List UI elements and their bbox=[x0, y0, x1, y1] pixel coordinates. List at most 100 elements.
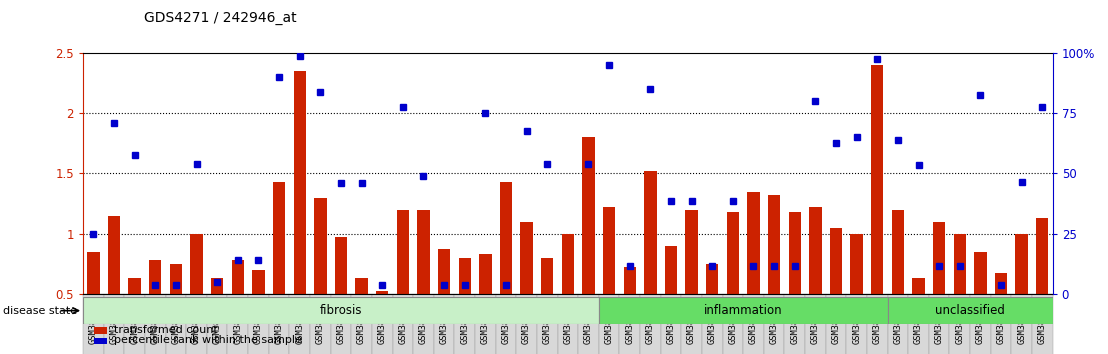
Bar bbox=[784, 294, 806, 354]
Bar bbox=[165, 294, 186, 354]
Bar bbox=[640, 294, 660, 354]
Bar bbox=[459, 258, 471, 294]
Bar bbox=[537, 294, 557, 354]
Bar bbox=[871, 65, 883, 294]
Bar bbox=[1012, 294, 1032, 354]
Text: unclassified: unclassified bbox=[935, 304, 1005, 317]
Bar bbox=[974, 252, 986, 294]
Bar bbox=[1032, 294, 1053, 354]
Bar bbox=[806, 294, 825, 354]
Bar bbox=[170, 264, 182, 294]
Bar bbox=[392, 294, 413, 354]
Text: percentile rank within the sample: percentile rank within the sample bbox=[114, 335, 302, 345]
Bar bbox=[995, 273, 1007, 294]
Bar bbox=[933, 222, 945, 294]
Bar bbox=[88, 252, 100, 294]
Bar bbox=[475, 294, 495, 354]
Bar bbox=[211, 278, 224, 294]
Bar bbox=[500, 182, 512, 294]
Bar bbox=[356, 278, 368, 294]
Bar bbox=[598, 294, 619, 354]
Bar bbox=[413, 294, 433, 354]
Bar bbox=[454, 294, 475, 354]
Bar bbox=[438, 249, 450, 294]
Bar bbox=[1015, 234, 1028, 294]
Bar bbox=[847, 294, 866, 354]
Bar bbox=[562, 234, 574, 294]
Bar bbox=[660, 294, 681, 354]
Bar bbox=[747, 192, 760, 294]
Bar bbox=[686, 210, 698, 294]
Bar bbox=[557, 294, 578, 354]
Bar bbox=[624, 267, 636, 294]
Bar bbox=[269, 294, 289, 354]
Bar bbox=[583, 137, 595, 294]
Bar bbox=[310, 294, 330, 354]
Bar bbox=[315, 198, 327, 294]
Bar bbox=[104, 294, 124, 354]
Bar bbox=[722, 294, 743, 354]
Bar bbox=[644, 171, 657, 294]
Bar bbox=[107, 216, 121, 294]
Bar bbox=[541, 258, 553, 294]
Bar bbox=[971, 294, 991, 354]
Bar bbox=[186, 294, 207, 354]
Bar bbox=[763, 294, 784, 354]
Bar bbox=[825, 294, 847, 354]
Bar bbox=[789, 212, 801, 294]
Bar bbox=[227, 294, 248, 354]
Bar bbox=[124, 294, 145, 354]
Bar bbox=[232, 260, 244, 294]
Bar bbox=[702, 294, 722, 354]
Bar bbox=[495, 294, 516, 354]
Bar bbox=[273, 182, 285, 294]
Text: disease state: disease state bbox=[3, 306, 78, 316]
Bar bbox=[1036, 218, 1048, 294]
Bar bbox=[809, 207, 821, 294]
FancyBboxPatch shape bbox=[598, 297, 888, 324]
Bar bbox=[521, 222, 533, 294]
Bar bbox=[479, 254, 492, 294]
Bar bbox=[145, 294, 165, 354]
Bar bbox=[727, 212, 739, 294]
Bar bbox=[253, 270, 265, 294]
Bar bbox=[372, 294, 392, 354]
Bar bbox=[909, 294, 929, 354]
Text: inflammation: inflammation bbox=[704, 304, 782, 317]
Bar bbox=[418, 210, 430, 294]
Bar bbox=[912, 278, 925, 294]
Bar bbox=[851, 234, 863, 294]
Bar bbox=[929, 294, 950, 354]
FancyBboxPatch shape bbox=[83, 297, 598, 324]
Text: transformed count: transformed count bbox=[114, 325, 218, 335]
Bar bbox=[665, 246, 677, 294]
Bar bbox=[207, 294, 227, 354]
Bar bbox=[888, 294, 909, 354]
Bar bbox=[768, 195, 780, 294]
Bar bbox=[743, 294, 763, 354]
Bar bbox=[433, 294, 454, 354]
Bar bbox=[83, 294, 104, 354]
Bar bbox=[892, 210, 904, 294]
Bar bbox=[706, 264, 718, 294]
Bar bbox=[578, 294, 598, 354]
Bar bbox=[830, 228, 842, 294]
Bar bbox=[248, 294, 269, 354]
Bar bbox=[351, 294, 372, 354]
Bar bbox=[129, 278, 141, 294]
Text: fibrosis: fibrosis bbox=[320, 304, 362, 317]
Bar bbox=[191, 234, 203, 294]
Bar bbox=[681, 294, 702, 354]
Bar bbox=[376, 291, 389, 294]
Bar bbox=[150, 260, 162, 294]
Bar bbox=[294, 71, 306, 294]
FancyBboxPatch shape bbox=[888, 297, 1053, 324]
Bar bbox=[397, 210, 409, 294]
Bar bbox=[330, 294, 351, 354]
Bar bbox=[516, 294, 537, 354]
Bar bbox=[603, 207, 615, 294]
Text: GDS4271 / 242946_at: GDS4271 / 242946_at bbox=[144, 11, 297, 25]
Bar bbox=[950, 294, 971, 354]
Bar bbox=[619, 294, 640, 354]
Bar bbox=[866, 294, 888, 354]
